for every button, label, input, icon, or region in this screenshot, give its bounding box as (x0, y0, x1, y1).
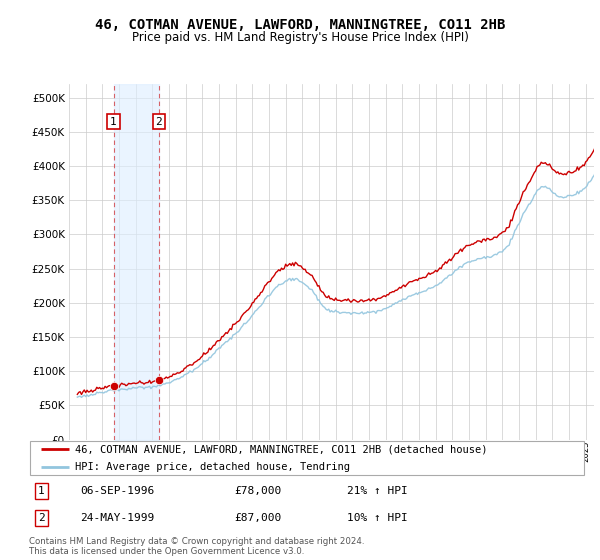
Text: 46, COTMAN AVENUE, LAWFORD, MANNINGTREE, CO11 2HB: 46, COTMAN AVENUE, LAWFORD, MANNINGTREE,… (95, 18, 505, 32)
Text: 1: 1 (38, 486, 44, 496)
Text: 46, COTMAN AVENUE, LAWFORD, MANNINGTREE, CO11 2HB (detached house): 46, COTMAN AVENUE, LAWFORD, MANNINGTREE,… (74, 444, 487, 454)
Bar (77, 84, 83, 440)
Text: Contains HM Land Registry data © Crown copyright and database right 2024.
This d: Contains HM Land Registry data © Crown c… (29, 537, 364, 556)
Text: 10% ↑ HPI: 10% ↑ HPI (347, 514, 407, 524)
Bar (586, 84, 594, 440)
FancyBboxPatch shape (30, 441, 584, 475)
Text: 2: 2 (38, 514, 44, 524)
Text: 06-SEP-1996: 06-SEP-1996 (80, 486, 155, 496)
Text: Price paid vs. HM Land Registry's House Price Index (HPI): Price paid vs. HM Land Registry's House … (131, 31, 469, 44)
Text: £87,000: £87,000 (235, 514, 282, 524)
Text: £78,000: £78,000 (235, 486, 282, 496)
Text: 2: 2 (155, 116, 162, 127)
Text: 1: 1 (110, 116, 117, 127)
Text: 24-MAY-1999: 24-MAY-1999 (80, 514, 155, 524)
Text: HPI: Average price, detached house, Tendring: HPI: Average price, detached house, Tend… (74, 462, 350, 472)
Text: 21% ↑ HPI: 21% ↑ HPI (347, 486, 407, 496)
